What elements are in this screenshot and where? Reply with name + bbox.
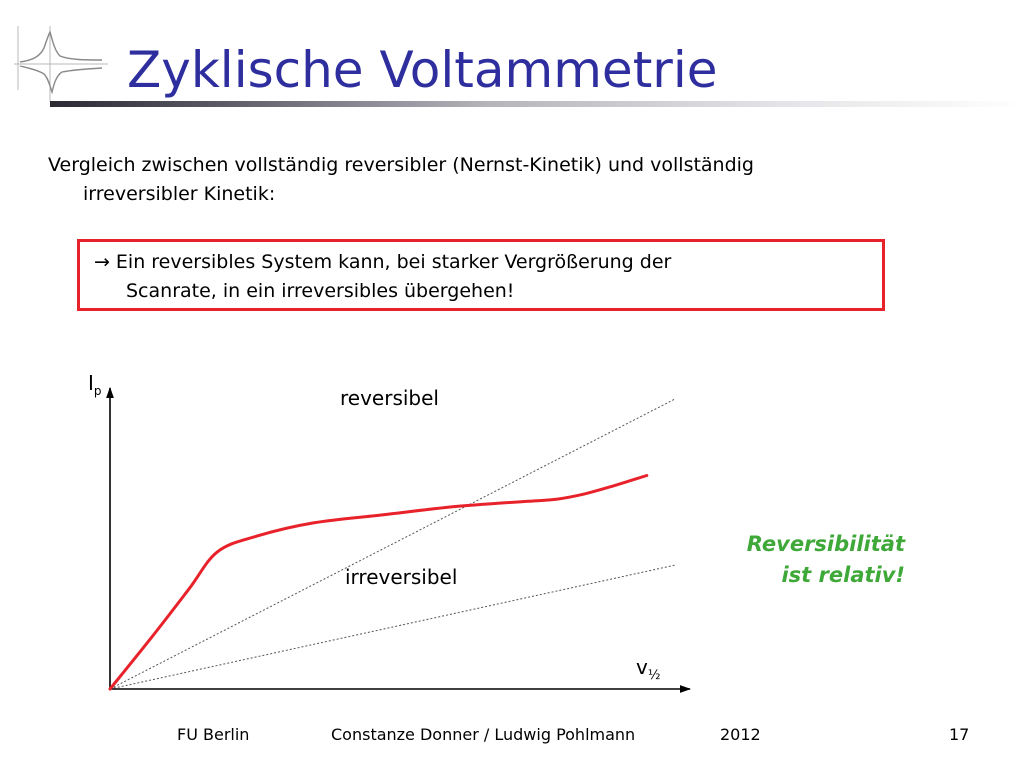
intro-line-1: Vergleich zwischen vollständig reversibl… [48,154,754,176]
callout-line-1: Ein reversibles System kann, bei starker… [115,251,672,273]
right-arrow-icon: → [94,251,110,273]
y-axis-label-subscript: p [93,384,102,398]
series-label-reversibel: reversibel [340,386,439,410]
intro-line-2: irreversibler Kinetik: [83,183,276,205]
page-title: Zyklische Voltammetrie [127,41,718,99]
note-line-2: ist relativ! [781,563,905,587]
intro-text: Vergleich zwischen vollständig reversibl… [48,151,928,209]
series-label-irreversibel: irreversibel [345,565,458,589]
series-line-reversibel-0 [109,398,676,690]
footer-year: 2012 [720,725,761,744]
reversibility-note: Reversibilität ist relativ! [715,529,905,591]
note-line-1: Reversibilität [746,532,905,556]
title-underline [50,101,1024,107]
callout-box: → Ein reversibles System kann, bei starke… [77,239,885,311]
series-line-irreversibel-1 [109,564,676,690]
footer-institution: FU Berlin [177,725,250,744]
x-axis-label: v½ [636,655,661,683]
series-line-measured-2 [108,474,649,691]
footer-page-number: 17 [949,725,970,744]
cyclic-voltammogram-logo-icon [14,26,108,102]
footer-authors: Constanze Donner / Ludwig Pohlmann [331,725,636,744]
y-axis-label: Ip [88,371,102,398]
x-axis-label-subscript: ½ [647,668,661,683]
callout-line-2: Scanrate, in ein irreversibles übergehen… [126,280,515,302]
